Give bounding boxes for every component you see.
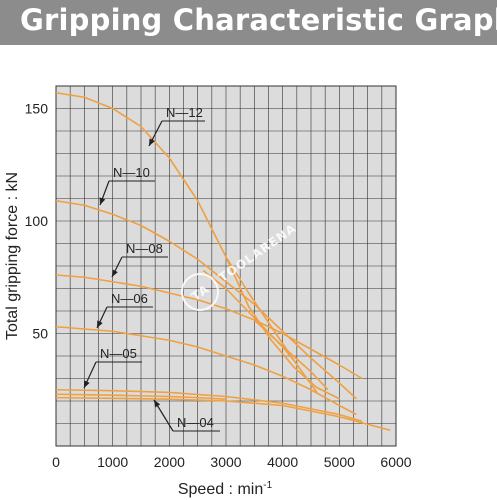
y-tick-label: 100	[25, 213, 49, 229]
series-line	[55, 325, 357, 416]
label-arrowhead	[149, 138, 155, 146]
y-tick-label: 150	[25, 101, 49, 117]
page-title: Gripping Characteristic Graph	[20, 3, 497, 37]
series-line	[55, 91, 318, 393]
series-line	[202, 269, 295, 362]
series-label-text: N—04	[177, 415, 214, 430]
y-axis-label: Total gripping force : kN	[4, 172, 21, 340]
label-arrowhead	[99, 197, 106, 205]
title-bar: Gripping Characteristic Graph	[0, 0, 497, 45]
watermark-logo-ring	[181, 273, 219, 311]
x-tick-label: 1000	[97, 454, 128, 470]
series-label-n-04: N—04	[153, 399, 220, 432]
series-label-text: N—05	[100, 346, 137, 361]
x-tick-label: 3000	[210, 454, 241, 470]
series-n-12	[55, 91, 340, 400]
series-line	[225, 256, 340, 400]
series-label-n-05: N—05	[83, 346, 142, 389]
series-n-04	[55, 396, 391, 432]
series-line	[55, 199, 357, 400]
series-label-text: N—06	[111, 291, 148, 306]
series-n-05	[55, 388, 363, 423]
x-axis-label: Speed : min-1	[178, 480, 273, 498]
x-tick-label: 0	[52, 454, 60, 470]
series-label-text: N—08	[126, 241, 163, 256]
series-line	[55, 388, 363, 423]
series-n-10	[55, 199, 357, 400]
x-tick-label: 5000	[324, 454, 355, 470]
series-label-n-10: N—10	[99, 165, 155, 206]
x-tick-label: 2000	[154, 454, 185, 470]
series-line	[55, 396, 391, 432]
series-label-n-06: N—06	[96, 291, 153, 329]
series-line	[55, 393, 227, 400]
plot-border	[55, 85, 397, 447]
series-label-n-08: N—08	[111, 241, 168, 278]
y-tick-label: 50	[32, 326, 48, 342]
series-n-06	[55, 325, 357, 416]
series-label-text: N—12	[166, 105, 203, 120]
x-tick-label: 6000	[380, 454, 411, 470]
series-line	[253, 319, 329, 391]
label-arrowhead	[154, 400, 161, 408]
label-arrowhead	[84, 380, 90, 388]
series-label-text: N—10	[113, 165, 150, 180]
label-arrowhead	[112, 269, 118, 277]
x-axis-label-exponent: -1	[263, 480, 272, 491]
series-label-n-12: N—12	[148, 105, 205, 147]
x-tick-label: 4000	[267, 454, 298, 470]
label-arrowhead	[97, 320, 103, 328]
